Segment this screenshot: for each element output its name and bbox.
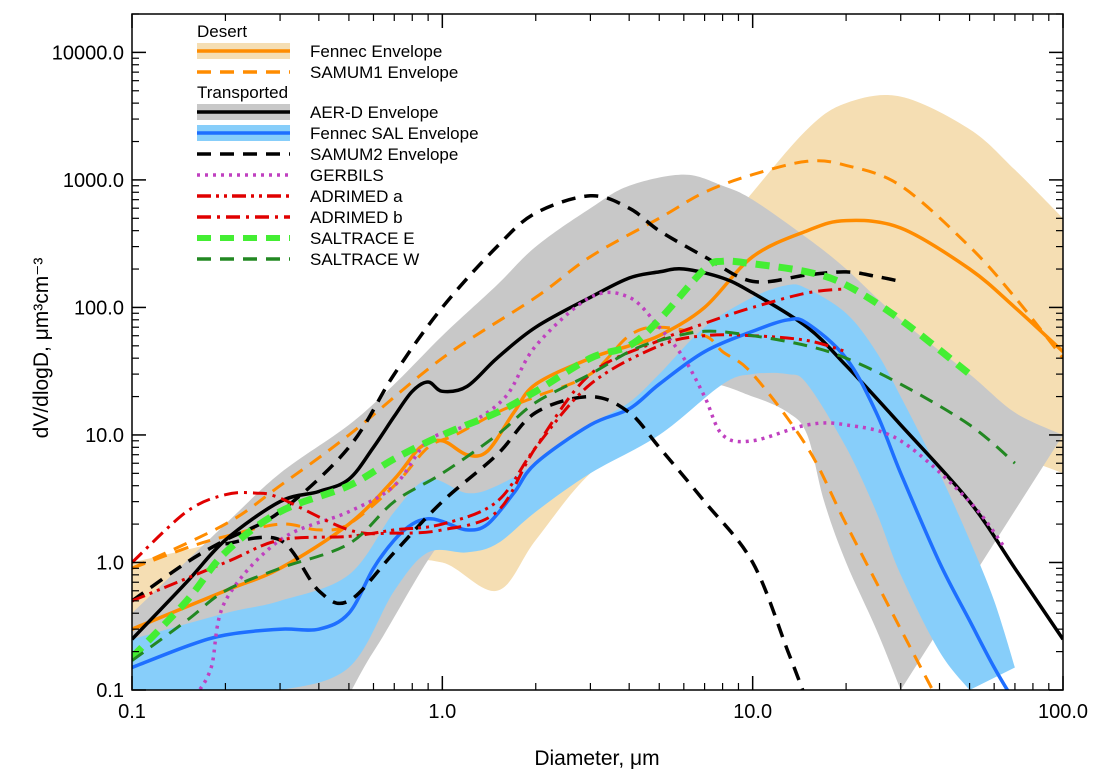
envelope-layer bbox=[132, 95, 1063, 690]
y-tick-label: 10000.0 bbox=[52, 42, 124, 64]
series-line-fennec-envelope bbox=[132, 218, 1063, 631]
x-tick-label: 100.0 bbox=[1038, 701, 1088, 723]
x-tick-label: 0.1 bbox=[118, 701, 146, 723]
x-tick-label: 1.0 bbox=[428, 701, 456, 723]
legend-label-fennec-envelope: Fennec Envelope bbox=[310, 42, 442, 61]
x-axis-title: Diameter, μm bbox=[534, 747, 659, 770]
series-line-adrimed-a bbox=[132, 333, 847, 603]
series-layer bbox=[132, 159, 1063, 690]
legend: Desert Fennec Envelope SAMUM1 Envelope Tran… bbox=[197, 22, 479, 269]
series-line-saltrace-e bbox=[132, 257, 972, 660]
y-tick-label: 1000.0 bbox=[63, 170, 124, 192]
y-tick-label: 1.0 bbox=[96, 552, 124, 574]
envelope-band-fennec-sal-envelope bbox=[132, 284, 1015, 690]
legend-group-header-transported: Transported bbox=[197, 83, 288, 102]
legend-label-fennec-sal-envelope: Fennec SAL Envelope bbox=[310, 124, 479, 143]
series-line-adrimed-b bbox=[132, 287, 847, 564]
y-axis-title: dV/dlogD, μm³cm⁻³ bbox=[30, 258, 53, 439]
y-tick-label: 10.0 bbox=[85, 425, 124, 447]
legend-label-samum1-envelope: SAMUM1 Envelope bbox=[310, 63, 458, 82]
legend-group-header-desert: Desert bbox=[197, 22, 247, 41]
series-line-fennec-sal-envelope bbox=[132, 316, 1010, 690]
y-tick-label: 100.0 bbox=[74, 297, 124, 319]
y-tick-label: 0.1 bbox=[96, 680, 124, 702]
legend-label-adrimed-b: ADRIMED b bbox=[310, 208, 403, 227]
x-tick-label: 10.0 bbox=[733, 701, 772, 723]
legend-label-samum2-envelope: SAMUM2 Envelope bbox=[310, 145, 458, 164]
legend-label-gerbils: GERBILS bbox=[310, 166, 384, 185]
axis-layer: 0.1 1.0 10.0 100.0 0.1 1.0 10.0 100.0 1000.0 1000… bbox=[52, 13, 1088, 723]
legend-label-aer-d-envelope: AER-D Envelope bbox=[310, 103, 439, 122]
series-line-saltrace-w bbox=[132, 329, 1016, 662]
series-line-samum2-envelope-lower bbox=[225, 394, 805, 690]
series-line-gerbils bbox=[197, 290, 1007, 690]
plot-frame bbox=[131, 13, 1064, 691]
series-line-samum1-envelope bbox=[132, 325, 934, 690]
series-line-samum1-envelope-upper bbox=[132, 159, 1063, 570]
legend-label-saltrace-w: SALTRACE W bbox=[310, 250, 419, 269]
legend-label-adrimed-a: ADRIMED a bbox=[310, 187, 403, 206]
legend-label-saltrace-e: SALTRACE E bbox=[310, 229, 415, 248]
